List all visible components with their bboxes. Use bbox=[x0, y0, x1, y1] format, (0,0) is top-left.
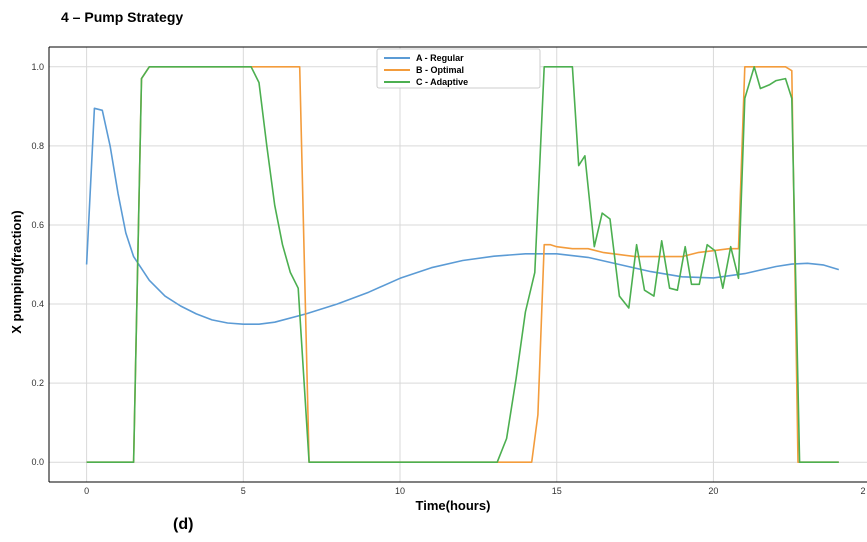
y-tick-label: 1.0 bbox=[31, 62, 44, 72]
legend-box bbox=[376, 48, 541, 89]
plot-area bbox=[49, 47, 867, 482]
legend-label: A - Regular bbox=[416, 53, 464, 63]
x-tick-label: 0 bbox=[84, 486, 89, 496]
x-tick-label: 15 bbox=[552, 486, 562, 496]
y-tick-label: 0.6 bbox=[31, 220, 44, 230]
x-axis-label: Time(hours) bbox=[416, 498, 491, 513]
panel-label: (d) bbox=[173, 516, 194, 533]
x-tick-labels: 0 5 10 15 20 2 bbox=[84, 486, 865, 496]
chart-title: 4 – Pump Strategy bbox=[61, 9, 184, 25]
series-line-a bbox=[85, 107, 840, 326]
series-line-c bbox=[86, 66, 839, 464]
x-tick-label: 10 bbox=[395, 486, 405, 496]
x-tick-label: 2 bbox=[860, 486, 865, 496]
series-line-b bbox=[86, 66, 839, 464]
legend: A - Regular B - Optimal C - Adaptive bbox=[376, 48, 541, 89]
series-layer bbox=[85, 66, 840, 464]
axes bbox=[48, 46, 867, 483]
y-tick-label: 0.4 bbox=[31, 299, 44, 309]
y-axis-label: X pumping(fraction) bbox=[9, 210, 24, 334]
y-tick-label: 0.8 bbox=[31, 141, 44, 151]
x-tick-label: 5 bbox=[241, 486, 246, 496]
x-tick-label: 20 bbox=[708, 486, 718, 496]
legend-label: B - Optimal bbox=[416, 65, 464, 75]
y-tick-labels: 0.0 0.2 0.4 0.6 0.8 1.0 bbox=[31, 62, 44, 467]
y-tick-label: 0.0 bbox=[31, 457, 44, 467]
y-tick-label: 0.2 bbox=[31, 378, 44, 388]
legend-label: C - Adaptive bbox=[416, 77, 468, 87]
